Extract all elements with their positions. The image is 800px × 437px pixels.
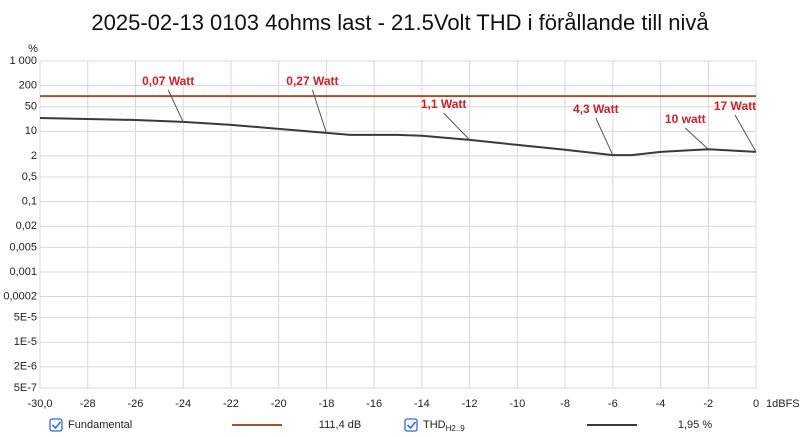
x-tick-label: -24 xyxy=(175,398,191,410)
legend-check xyxy=(406,421,417,430)
annotation-arrow xyxy=(443,112,470,141)
annotation: 17 Watt xyxy=(714,99,756,113)
y-tick-label: 1E-5 xyxy=(14,336,37,348)
annotation: 0,07 Watt xyxy=(142,74,194,88)
y-tick-label: 0,02 xyxy=(16,220,37,232)
x-tick-label: -10 xyxy=(509,398,525,410)
y-tick-label: 200 xyxy=(19,79,37,91)
y-tick-label: 0,5 xyxy=(22,171,37,183)
annotation: 0,27 Watt xyxy=(286,74,338,88)
legend-value: 1,95 % xyxy=(678,419,712,431)
y-tick-label: 1 000 xyxy=(9,55,37,67)
series-line xyxy=(39,116,757,157)
y-tick-label: 50 xyxy=(25,101,37,113)
legend-label: Fundamental xyxy=(68,419,132,431)
y-tick-label: 5E-5 xyxy=(14,312,37,324)
y-tick-label: 2 xyxy=(31,150,37,162)
annotation: 10 watt xyxy=(665,112,706,126)
x-tick-label: -22 xyxy=(223,398,239,410)
annotation-arrow xyxy=(167,89,184,123)
x-tick-label: -4 xyxy=(656,398,666,410)
x-tick-label: -2 xyxy=(703,398,713,410)
annotation-arrow xyxy=(595,117,614,156)
annotation-arrow xyxy=(311,89,327,134)
x-tick-label: -26 xyxy=(128,398,144,410)
legend-sub: H2..9 xyxy=(446,424,466,433)
x-tick-label: -20 xyxy=(271,398,287,410)
x-tick-label: -12 xyxy=(462,398,478,410)
x-tick-label: -30,0 xyxy=(27,398,52,410)
y-tick-label: 5E-7 xyxy=(14,382,37,394)
y-tick-label: 0,001 xyxy=(9,266,37,278)
legend-value: 111,4 dB xyxy=(319,419,361,431)
annotation: 4,3 Watt xyxy=(573,102,619,116)
y-tick-label: 0,1 xyxy=(22,196,37,208)
legend-label: THDH2..9 xyxy=(423,419,465,433)
y-tick-label: 0,0002 xyxy=(3,290,37,302)
x-tick-label: -18 xyxy=(318,398,334,410)
legend-name: THD xyxy=(423,419,446,431)
legend-name: Fundamental xyxy=(68,419,132,431)
x-axis-label: 1dBFS xyxy=(766,398,800,410)
annotation-arrow xyxy=(684,127,709,150)
x-tick-label: -6 xyxy=(608,398,618,410)
x-tick-label: 0 xyxy=(753,398,759,410)
y-tick-label: 2E-6 xyxy=(14,361,37,373)
annotation-arrow xyxy=(734,114,757,153)
y-axis-label: % xyxy=(28,43,38,55)
legend-checkbox[interactable] xyxy=(49,418,63,432)
y-tick-label: 0,005 xyxy=(9,241,37,253)
legend-checkbox[interactable] xyxy=(404,418,418,432)
x-tick-label: -14 xyxy=(414,398,430,410)
chart-title: 2025-02-13 0103 4ohms last - 21.5Volt TH… xyxy=(91,10,709,35)
annotation: 1,1 Watt xyxy=(421,97,467,111)
y-tick-label: 10 xyxy=(25,125,37,137)
x-tick-label: -28 xyxy=(80,398,96,410)
x-tick-label: -8 xyxy=(560,398,570,410)
legend-check xyxy=(51,421,62,430)
plot-area xyxy=(39,60,757,389)
x-tick-label: -16 xyxy=(366,398,382,410)
